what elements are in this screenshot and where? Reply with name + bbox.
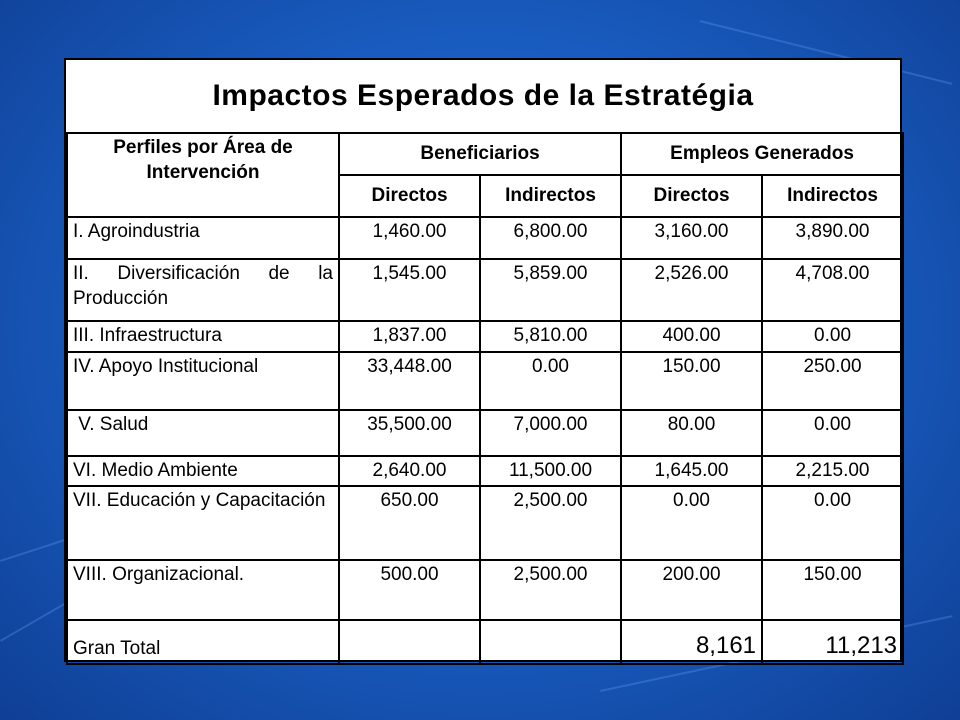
cell-emp-directos: 1,645.00 (620, 454, 764, 488)
header-row-sub: Directos Indirectos Directos Indirectos (67, 174, 905, 218)
row-label: VII. Educación y Capacitación (66, 485, 340, 562)
total-emp-directos: 8,161 (620, 619, 764, 666)
cell-ben-indirectos: 5,859.00 (478, 258, 623, 322)
header-ben-indirectos: Indirectos (478, 174, 623, 218)
cell-emp-directos: 2,526.00 (620, 258, 764, 322)
total-emp-indirectos: 11,213 (761, 619, 905, 666)
table-row: I. Agroindustria 1,460.00 6,800.00 3,160… (66, 216, 905, 260)
cell-emp-directos: 0.00 (620, 485, 764, 562)
table-row: II. Diversificación de la Producción 1,5… (66, 258, 905, 322)
cell-ben-indirectos: 5,810.00 (478, 320, 623, 353)
slide-card: Impactos Esperados de la Estratégia Perf… (64, 58, 905, 666)
cell-ben-directos: 1,545.00 (338, 258, 481, 322)
total-label: Gran Total (66, 619, 340, 666)
cell-emp-indirectos: 0.00 (761, 485, 905, 562)
impact-table: Perfiles por Área de Intervención Benefi… (66, 132, 905, 666)
cell-ben-indirectos: 7,000.00 (478, 408, 623, 457)
cell-ben-directos: 650.00 (338, 485, 481, 562)
cell-emp-directos: 200.00 (620, 559, 764, 622)
table-row: VI. Medio Ambiente 2,640.00 11,500.00 1,… (66, 454, 905, 488)
total-ben-indirectos (478, 619, 623, 666)
cell-ben-indirectos: 2,500.00 (478, 485, 623, 562)
row-label: I. Agroindustria (66, 216, 340, 260)
header-profile: Perfiles por Área de Intervención (66, 132, 340, 218)
row-label: VI. Medio Ambiente (66, 454, 340, 488)
cell-ben-directos: 2,640.00 (338, 454, 481, 488)
cell-ben-indirectos: 6,800.00 (478, 216, 623, 260)
cell-emp-directos: 400.00 (620, 320, 764, 353)
table-row: VII. Educación y Capacitación 650.00 2,5… (66, 485, 905, 562)
cell-emp-indirectos: 4,708.00 (761, 258, 905, 322)
cell-ben-indirectos: 0.00 (478, 350, 623, 411)
cell-emp-indirectos: 3,890.00 (761, 216, 905, 260)
cell-ben-indirectos: 11,500.00 (478, 454, 623, 488)
row-label: VIII. Organizacional. (66, 559, 340, 622)
cell-ben-directos: 1,837.00 (338, 320, 481, 353)
total-ben-directos (338, 619, 481, 666)
header-ben-directos: Directos (338, 174, 481, 218)
table-row: III. Infraestructura 1,837.00 5,810.00 4… (66, 320, 905, 353)
cell-ben-directos: 500.00 (338, 559, 481, 622)
slide-title: Impactos Esperados de la Estratégia (212, 79, 754, 112)
table-row: V. Salud 35,500.00 7,000.00 80.00 0.00 (66, 408, 905, 457)
row-label: III. Infraestructura (66, 320, 340, 353)
row-label: V. Salud (66, 408, 340, 457)
cell-ben-indirectos: 2,500.00 (478, 559, 623, 622)
header-row-groups: Perfiles por Área de Intervención Benefi… (66, 132, 905, 218)
table-row: VIII. Organizacional. 500.00 2,500.00 20… (66, 559, 905, 622)
cell-emp-indirectos: 0.00 (761, 408, 905, 457)
cell-ben-directos: 33,448.00 (338, 350, 481, 411)
cell-emp-indirectos: 0.00 (761, 320, 905, 353)
total-row: Gran Total 8,161 11,213 (66, 619, 905, 666)
cell-emp-directos: 80.00 (620, 408, 764, 457)
cell-emp-indirectos: 150.00 (761, 559, 905, 622)
cell-emp-indirectos: 2,215.00 (761, 454, 905, 488)
row-label: IV. Apoyo Institucional (66, 350, 340, 411)
header-beneficiarios: Beneficiarios (337, 132, 623, 176)
header-emp-indirectos: Indirectos (761, 174, 905, 218)
header-emp-directos: Directos (620, 174, 764, 218)
table-row: IV. Apoyo Institucional 33,448.00 0.00 1… (66, 350, 905, 411)
cell-emp-directos: 3,160.00 (620, 216, 764, 260)
cell-ben-directos: 1,460.00 (338, 216, 481, 260)
header-empleos: Empleos Generados (620, 132, 905, 176)
cell-ben-directos: 35,500.00 (338, 408, 481, 457)
cell-emp-indirectos: 250.00 (761, 350, 905, 411)
row-label: II. Diversificación de la Producción (66, 258, 340, 322)
cell-emp-directos: 150.00 (620, 350, 764, 411)
